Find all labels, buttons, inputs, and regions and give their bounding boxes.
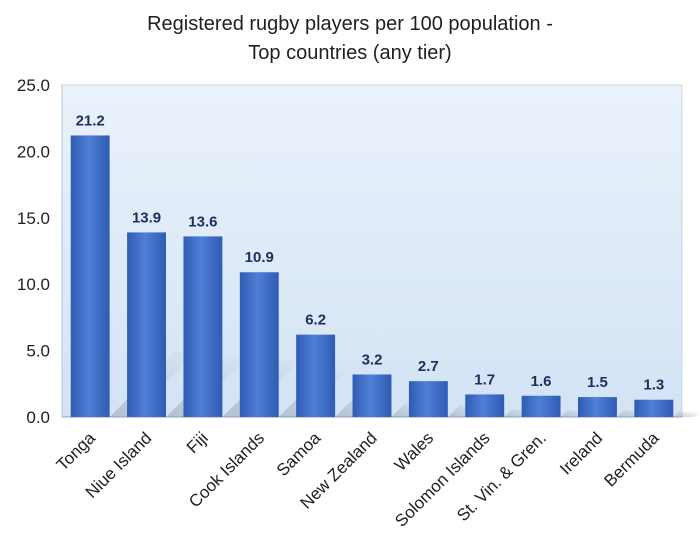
- data-label: 1.7: [474, 371, 495, 388]
- x-tick-label: Tonga: [53, 428, 100, 475]
- bar-wales: [408, 381, 448, 417]
- data-label: 3.2: [362, 352, 383, 369]
- data-label: 6.2: [305, 312, 326, 329]
- bar-shadow: [673, 411, 700, 417]
- chart-title-line-2: Top countries (any tier): [248, 42, 452, 64]
- bar-samoa: [296, 334, 336, 417]
- data-label: 13.9: [132, 209, 161, 226]
- data-label: 1.5: [587, 374, 608, 391]
- chart-title: Registered rugby players per 100 populat…: [0, 10, 700, 68]
- bar-solomon-islands: [465, 394, 505, 417]
- data-label: 10.9: [245, 249, 274, 266]
- y-tick-label: 0.0: [26, 408, 50, 427]
- y-tick-label: 10.0: [17, 275, 50, 294]
- y-tick-label: 25.0: [17, 76, 50, 95]
- y-tick-label: 5.0: [26, 342, 50, 361]
- data-label: 1.6: [531, 373, 552, 390]
- y-tick-label: 15.0: [17, 209, 50, 228]
- bar-tonga: [70, 135, 110, 418]
- bar-niue-island: [127, 232, 166, 417]
- data-label: 2.7: [418, 358, 439, 375]
- y-tick-label: 20.0: [17, 142, 50, 161]
- data-label: 21.2: [76, 112, 105, 129]
- bar-bermuda: [634, 399, 674, 417]
- bar-ireland: [578, 397, 617, 417]
- chart-title-line-1: Registered rugby players per 100 populat…: [147, 13, 553, 35]
- bar-cook-islands: [239, 272, 279, 417]
- bar-st-vin-gren: [521, 395, 561, 417]
- x-tick-label: Samoa: [273, 428, 325, 480]
- x-tick-label: Solomon Islands: [391, 428, 493, 530]
- x-tick-label: Wales: [391, 428, 437, 474]
- bar-new-zealand: [352, 374, 392, 417]
- data-label: 1.3: [643, 377, 664, 394]
- x-tick-label: Bermuda: [600, 428, 663, 491]
- bar-fiji: [183, 236, 223, 417]
- x-tick-label: Fiji: [183, 428, 212, 457]
- x-tick-label: Ireland: [556, 428, 606, 478]
- data-label: 13.6: [188, 213, 217, 230]
